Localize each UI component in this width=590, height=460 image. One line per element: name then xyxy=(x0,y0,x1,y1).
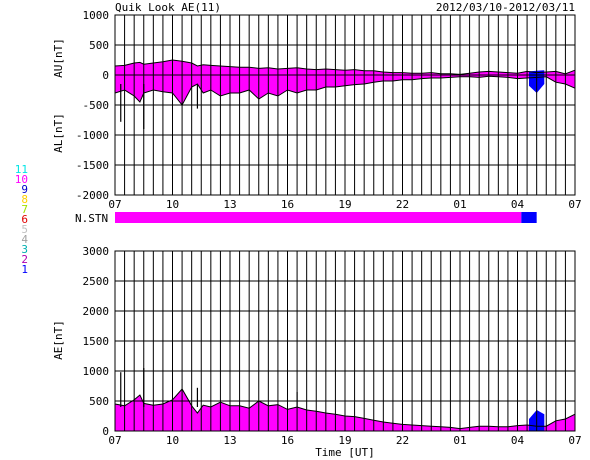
ae-ylabel: AE[nT] xyxy=(52,320,65,360)
ae-xtick-label: 22 xyxy=(396,434,409,447)
date-range: 2012/03/10-2012/03/11 xyxy=(436,1,575,14)
ae-ytick-label: 1000 xyxy=(83,365,110,378)
al-ylabel: AL[nT] xyxy=(52,113,65,153)
nstn-label: N.STN xyxy=(75,212,108,225)
ae-frame xyxy=(114,250,576,432)
au-al-ytick-label: -1000 xyxy=(76,129,109,142)
ae-ytick-label: 1500 xyxy=(83,335,110,348)
ae-ytick-label: 0 xyxy=(102,425,109,438)
station-legend-entry: 6 xyxy=(21,213,28,226)
au-al-ytick-label: 0 xyxy=(102,69,109,82)
ae-xtick-label: 07 xyxy=(568,434,581,447)
au-al-xtick-label: 10 xyxy=(166,198,179,211)
ae-xtick-label: 07 xyxy=(108,434,121,447)
station-legend-entry: 9 xyxy=(21,183,28,196)
station-legend-entry: 2 xyxy=(21,253,28,266)
chart-title: Quik Look AE(11) xyxy=(115,1,221,14)
au-al-xtick-label: 07 xyxy=(108,198,121,211)
station-legend-entry: 5 xyxy=(21,223,28,236)
station-legend-entry: 11 xyxy=(15,163,28,176)
station-legend-entry: 7 xyxy=(21,203,28,216)
au-ylabel: AU[nT] xyxy=(52,38,65,78)
ae-xtick-label: 10 xyxy=(166,434,179,447)
au-al-xtick-label: 01 xyxy=(453,198,466,211)
station-legend-entry: 10 xyxy=(15,173,28,186)
ae-xtick-label: 01 xyxy=(453,434,466,447)
au-al-xtick-label: 04 xyxy=(511,198,525,211)
au-al-xtick-label: 07 xyxy=(568,198,581,211)
station-legend-entry: 8 xyxy=(21,193,28,206)
station-legend-entry: 4 xyxy=(21,233,28,246)
ae-xtick-label: 16 xyxy=(281,434,294,447)
au-al-ytick-label: 1000 xyxy=(83,9,110,22)
au-al-xtick-label: 13 xyxy=(223,198,236,211)
au-al-frame xyxy=(114,14,576,196)
au-al-xtick-label: 16 xyxy=(281,198,294,211)
station-legend-entry: 1 xyxy=(21,263,28,276)
ae-xtick-label: 04 xyxy=(511,434,525,447)
ae-ytick-label: 500 xyxy=(89,395,109,408)
nstn-bar-recent xyxy=(521,212,537,223)
au-al-xtick-label: 19 xyxy=(338,198,351,211)
ae-ytick-label: 3000 xyxy=(83,245,110,258)
ae-ytick-label: 2000 xyxy=(83,305,110,318)
station-legend-entry: 3 xyxy=(21,243,28,256)
au-al-xtick-label: 22 xyxy=(396,198,409,211)
station-count-bar: N.STN xyxy=(75,212,537,225)
au-al-ytick-label: -500 xyxy=(83,99,110,112)
ae-xlabel: Time [UT] xyxy=(315,446,375,459)
au-al-ytick-label: -2000 xyxy=(76,189,109,202)
au-al-ytick-label: 500 xyxy=(89,39,109,52)
ae-ytick-label: 2500 xyxy=(83,275,110,288)
ae-xtick-label: 19 xyxy=(338,434,351,447)
nstn-bar-main xyxy=(115,212,522,223)
au-al-ytick-label: -1500 xyxy=(76,159,109,172)
ae-xtick-label: 13 xyxy=(223,434,236,447)
